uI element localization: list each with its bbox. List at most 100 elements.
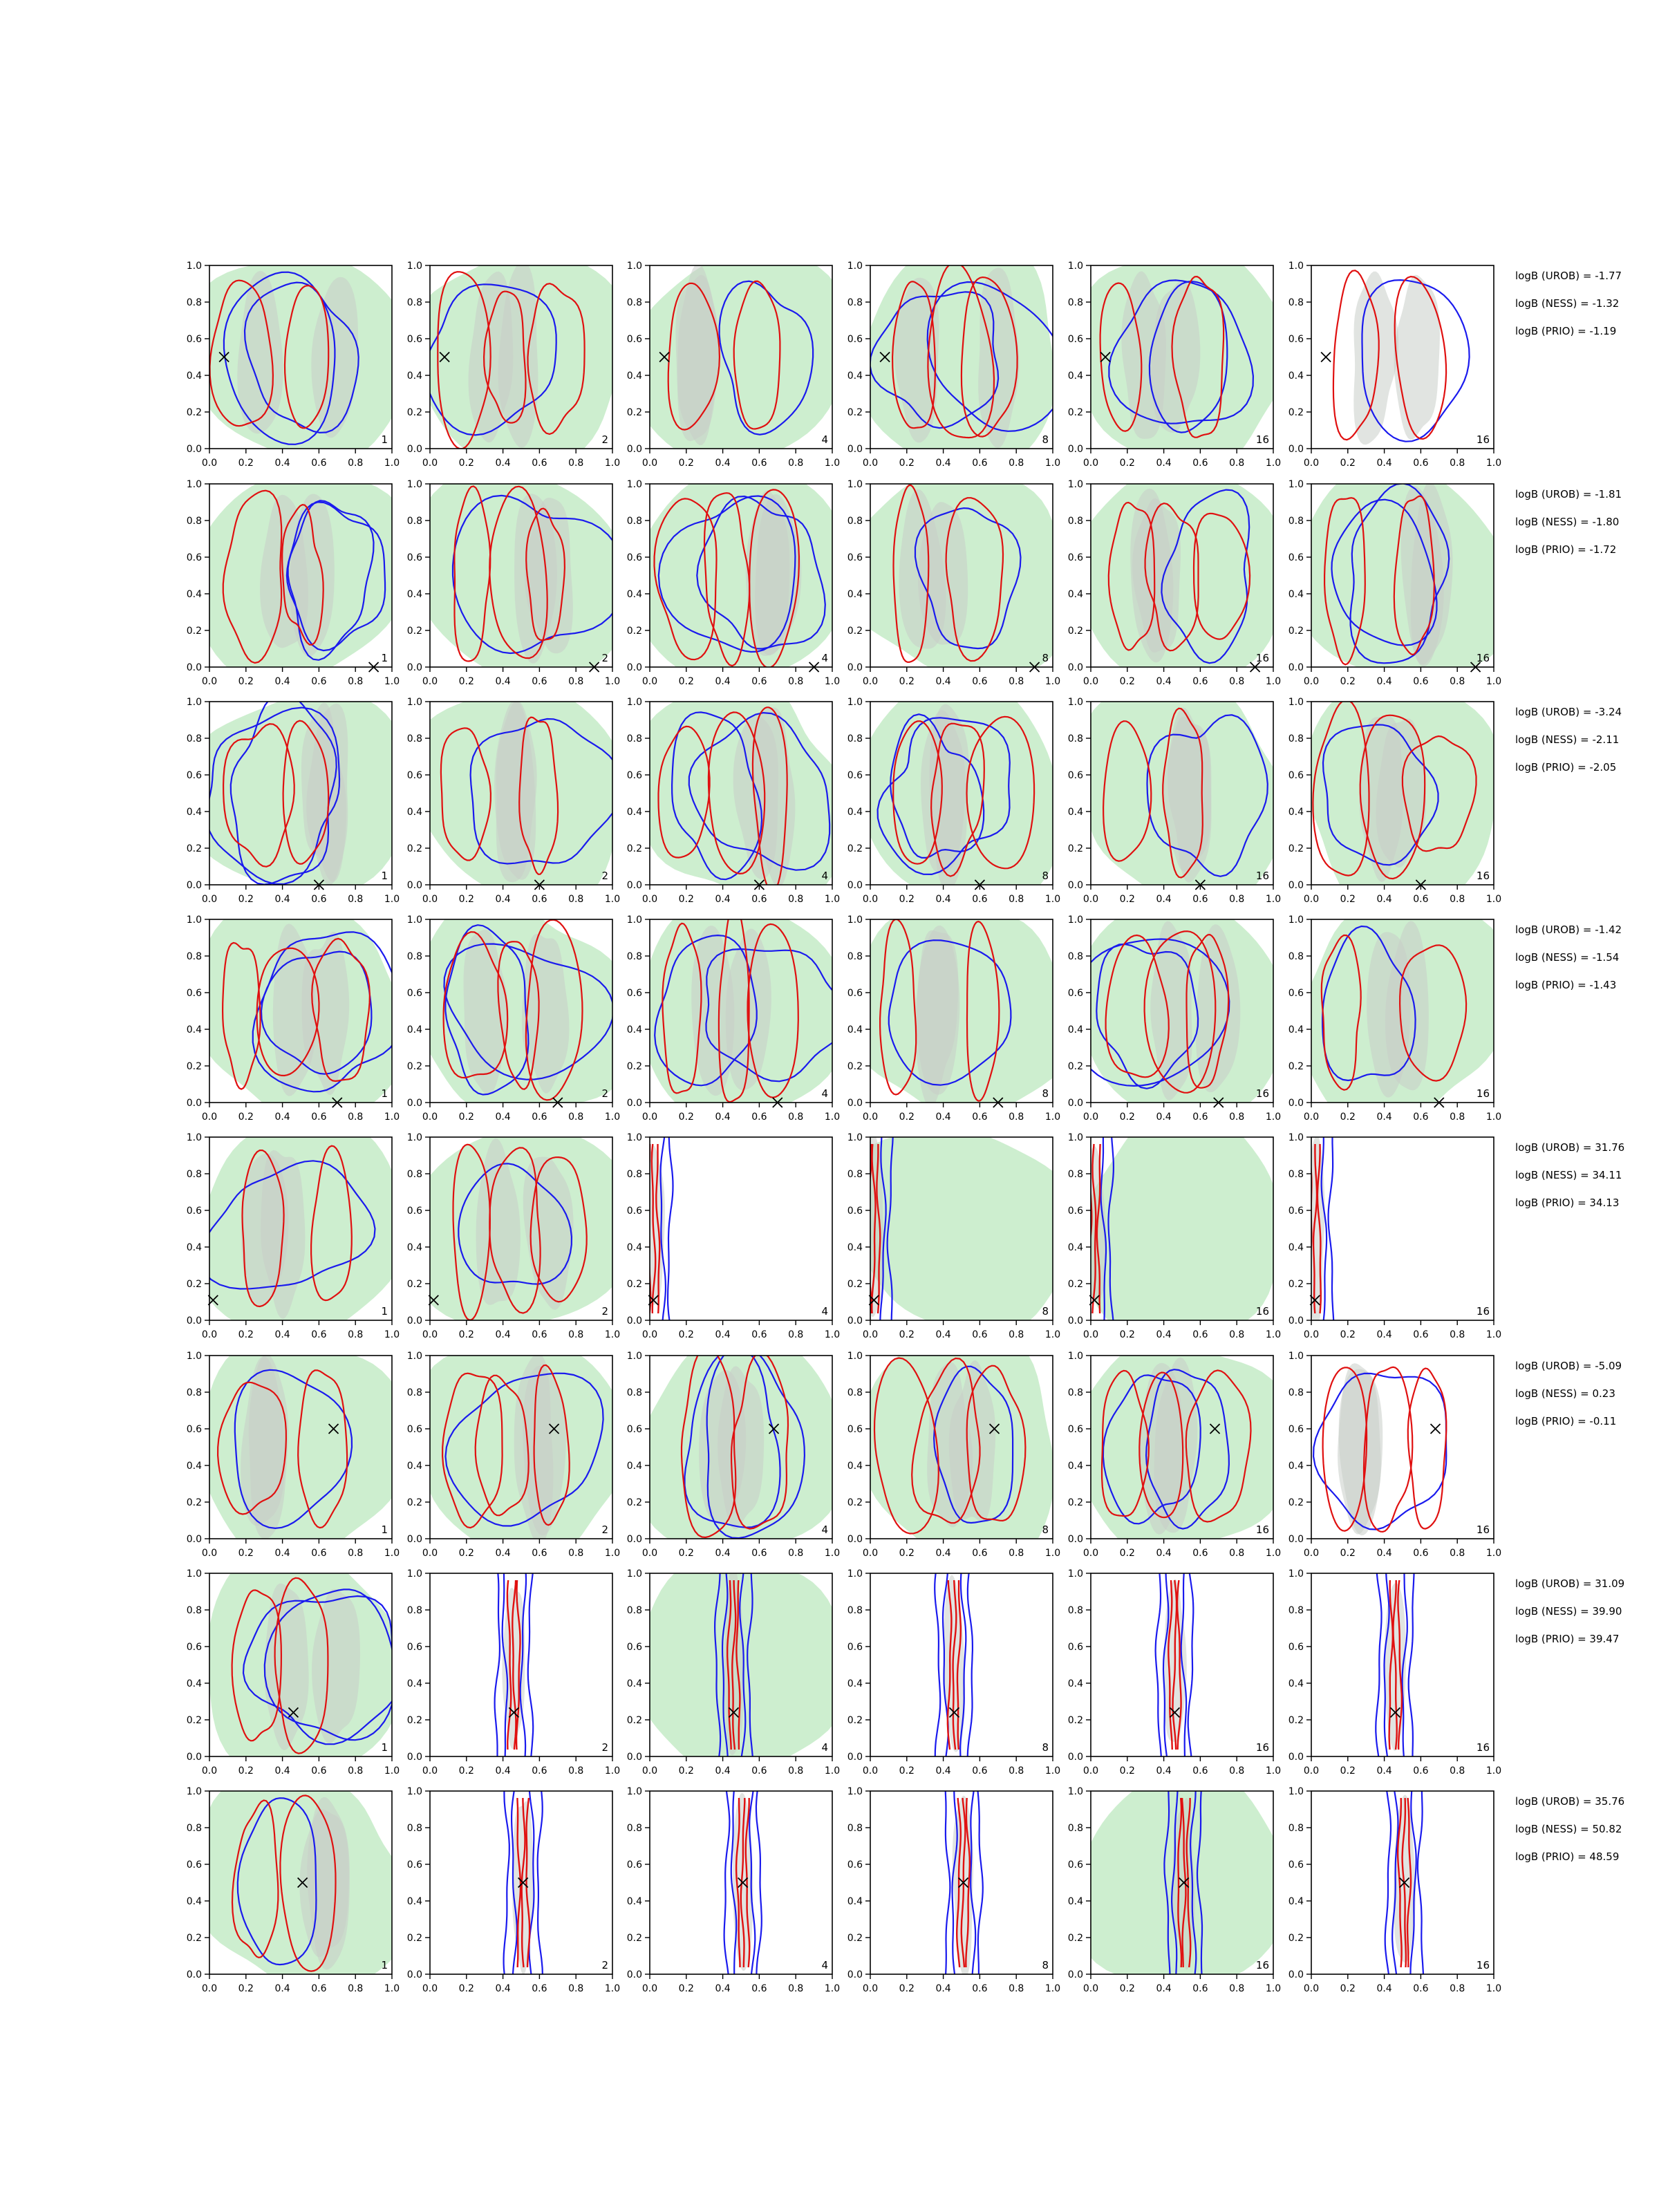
contour-red — [497, 941, 540, 1090]
contour-red — [1185, 933, 1230, 1089]
x-tick-label: 0.2 — [459, 676, 474, 687]
x-tick-label: 0.0 — [1083, 1983, 1098, 1994]
x-tick-label: 0.8 — [1229, 1548, 1244, 1559]
contour-red — [1105, 934, 1170, 1078]
panel-contours — [1091, 1137, 1273, 1320]
contour-blue — [977, 1791, 984, 1974]
x-tick-label: 0.8 — [1229, 894, 1244, 905]
panel-frame — [209, 1573, 393, 1757]
panel-contours — [1332, 270, 1470, 445]
x-tick-label: 1.0 — [1266, 894, 1281, 905]
x-tick-label: 0.2 — [679, 1112, 694, 1123]
y-tick-label: 1.0 — [407, 697, 422, 708]
panel-contours — [650, 702, 832, 885]
contour-red — [1181, 1797, 1187, 1968]
contour-blue — [1146, 714, 1268, 877]
density-fill-gray — [301, 702, 347, 882]
x-tick-label: 0.0 — [1304, 1765, 1319, 1777]
contour-red — [1172, 1580, 1178, 1750]
panel-r7-c6: 0.00.0 0.2 0.2 0.4 0.4 0.6 0.6 0.8 0.8 1.0 1.0 16 — [1288, 1568, 1501, 1777]
y-tick-label: 0.4 — [407, 807, 422, 818]
contour-red — [1407, 1367, 1447, 1530]
density-fill-gray — [312, 1588, 360, 1744]
true-point-marker — [508, 1707, 520, 1718]
contour-blue — [932, 1365, 1014, 1524]
x-tick-label: 0.2 — [899, 1329, 915, 1340]
x-tick-label: 0.4 — [715, 1983, 730, 1994]
y-tick-label: 0.4 — [627, 1242, 642, 1253]
x-tick-label: 0.4 — [274, 676, 290, 687]
x-tick-label: 0.8 — [1450, 1983, 1465, 1994]
y-tick-label: 0.2 — [1288, 1061, 1304, 1072]
true-point-marker — [768, 1423, 780, 1434]
contour-blue — [469, 718, 612, 865]
y-tick-label: 0.0 — [627, 1098, 642, 1109]
y-tick-label: 0.6 — [187, 770, 202, 781]
x-tick-label: 0.4 — [935, 676, 950, 687]
true-point-marker — [439, 351, 450, 363]
y-tick-label: 0.2 — [187, 843, 202, 854]
y-tick-label: 0.8 — [627, 1387, 642, 1398]
panel-frame — [1311, 483, 1494, 668]
x-tick-label: 0.4 — [1376, 676, 1391, 687]
density-fill-gray — [1394, 274, 1440, 440]
true-point-marker — [288, 1707, 299, 1718]
density-fill-gray — [521, 933, 570, 1094]
x-tick-label: 0.6 — [1413, 458, 1428, 469]
y-tick-label: 0.6 — [1288, 1424, 1304, 1435]
y-tick-label: 1.0 — [187, 1568, 202, 1580]
y-tick-label: 0.0 — [627, 1969, 642, 1980]
y-tick-label: 0.4 — [1288, 1024, 1304, 1035]
y-tick-label: 1.0 — [847, 1351, 863, 1362]
y-tick-label: 0.4 — [1288, 807, 1304, 818]
x-tick-label: 1.0 — [605, 1112, 620, 1123]
true-point-marker — [879, 351, 890, 363]
x-tick-label: 1.0 — [605, 894, 620, 905]
y-tick-label: 0.8 — [1288, 1169, 1304, 1180]
true-point-marker — [1100, 351, 1111, 363]
y-tick-label: 0.0 — [407, 1098, 422, 1109]
density-fill-green — [1091, 1137, 1273, 1320]
y-tick-label: 0.0 — [187, 880, 202, 891]
x-tick-label: 0.2 — [459, 894, 474, 905]
panel-label: 8 — [1042, 1305, 1049, 1318]
y-tick-label: 0.4 — [187, 1461, 202, 1472]
contour-blue — [263, 1588, 392, 1741]
x-tick-label: 0.6 — [751, 1329, 767, 1340]
panel-frame — [1090, 701, 1274, 885]
contour-blue — [688, 711, 831, 871]
y-tick-label: 1.0 — [1288, 479, 1304, 490]
y-tick-label: 1.0 — [627, 697, 642, 708]
panel-contours — [1091, 1356, 1273, 1539]
logb-annotation: logB (PRIO) = -2.05 — [1515, 761, 1616, 774]
y-tick-label: 0.0 — [1288, 1969, 1304, 1980]
x-tick-label: 0.0 — [642, 1983, 657, 1994]
contour-blue — [970, 1791, 977, 1974]
y-tick-label: 0.0 — [847, 1752, 863, 1763]
panel-contours — [503, 1791, 543, 1974]
panel-r5-c6: 0.00.0 0.2 0.2 0.4 0.4 0.6 0.6 0.8 0.8 1.0 1.0 16 — [1288, 1132, 1501, 1340]
panel-frame — [1311, 1355, 1494, 1539]
x-tick-label: 0.2 — [238, 1548, 254, 1559]
y-tick-label: 0.8 — [847, 1169, 863, 1180]
y-tick-label: 1.0 — [187, 1132, 202, 1143]
x-tick-label: 0.4 — [1156, 894, 1171, 905]
panel-contours — [650, 1356, 832, 1539]
y-tick-label: 0.0 — [407, 1969, 422, 1980]
contour-red — [1397, 1580, 1403, 1750]
contour-red — [1138, 1371, 1184, 1519]
y-tick-label: 0.2 — [1288, 1497, 1304, 1508]
contour-red — [1324, 497, 1366, 666]
contour-blue — [511, 1791, 518, 1974]
panel-r6-c4: 0.00.0 0.2 0.2 0.4 0.4 0.6 0.6 0.8 0.8 1.0 1.0 8 — [847, 1351, 1060, 1559]
panel-contours — [209, 1791, 392, 1974]
contour-red — [515, 1580, 521, 1750]
x-tick-label: 1.0 — [605, 1765, 620, 1777]
panel-label: 16 — [1256, 1524, 1269, 1536]
x-tick-label: 0.8 — [1009, 676, 1024, 687]
x-tick-label: 0.8 — [1229, 458, 1244, 469]
x-tick-label: 0.6 — [1192, 1548, 1208, 1559]
panel-contours — [430, 919, 612, 1103]
contour-red — [892, 720, 943, 865]
contour-blue — [879, 1137, 887, 1320]
